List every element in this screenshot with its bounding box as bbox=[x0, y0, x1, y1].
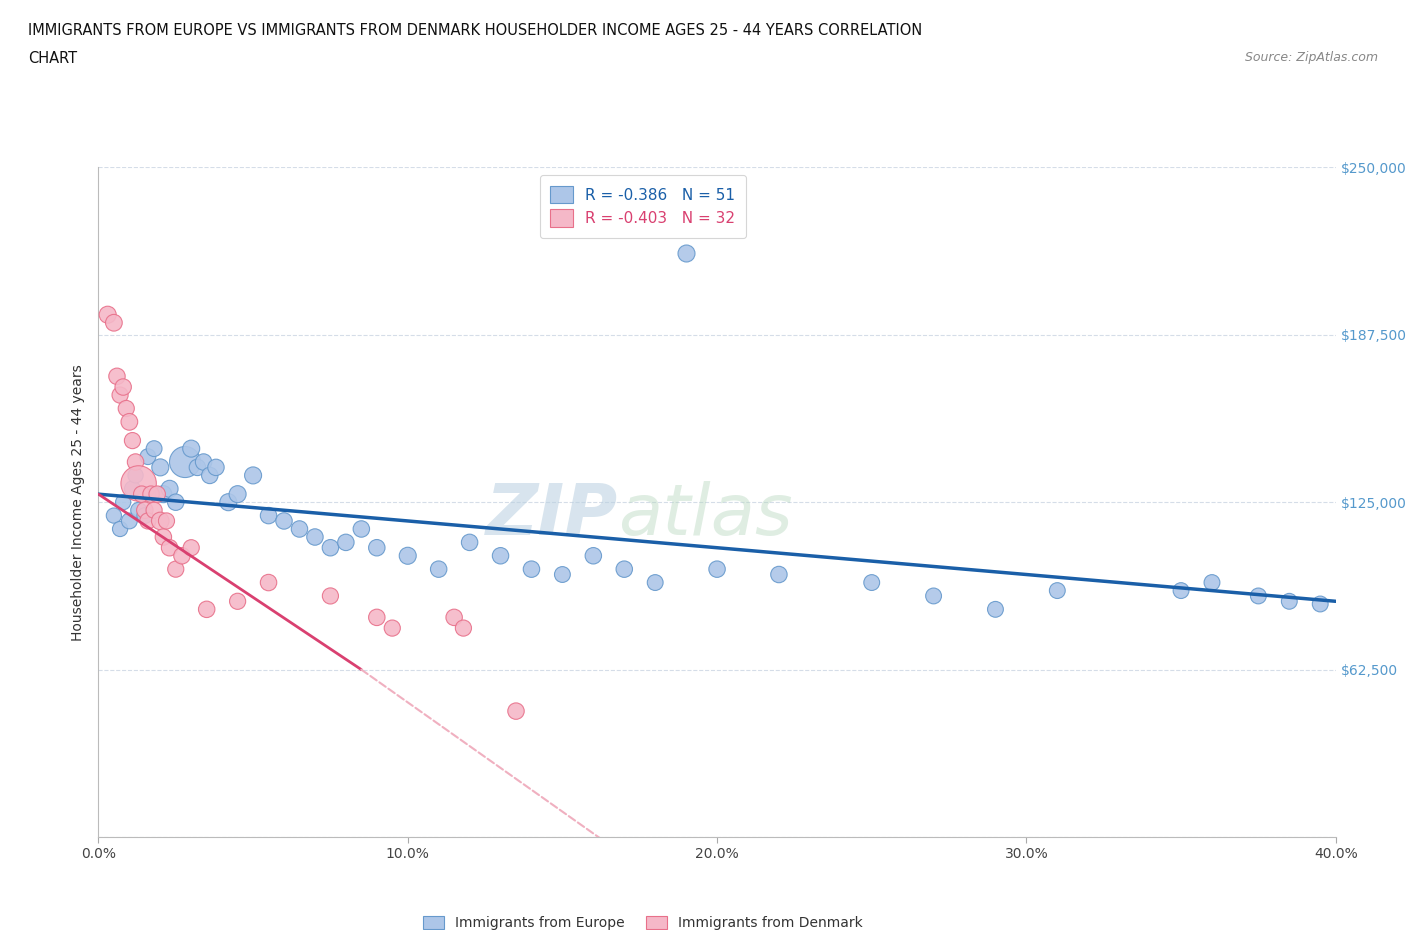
Point bbox=[165, 495, 187, 510]
Point bbox=[159, 540, 181, 555]
Point bbox=[149, 513, 172, 528]
Point bbox=[226, 594, 249, 609]
Point bbox=[505, 704, 527, 719]
Point bbox=[105, 369, 128, 384]
Point bbox=[217, 495, 239, 510]
Point bbox=[242, 468, 264, 483]
Point bbox=[124, 468, 146, 483]
Point bbox=[257, 575, 280, 590]
Point bbox=[288, 522, 311, 537]
Text: ZIP: ZIP bbox=[486, 481, 619, 550]
Point bbox=[112, 379, 135, 394]
Point bbox=[165, 562, 187, 577]
Text: atlas: atlas bbox=[619, 481, 793, 550]
Point bbox=[108, 522, 131, 537]
Point bbox=[136, 449, 159, 464]
Point bbox=[226, 486, 249, 501]
Point bbox=[115, 401, 138, 416]
Point bbox=[582, 549, 605, 564]
Point bbox=[198, 468, 221, 483]
Point bbox=[180, 540, 202, 555]
Point bbox=[1247, 589, 1270, 604]
Point bbox=[170, 549, 193, 564]
Point bbox=[134, 508, 156, 523]
Point bbox=[118, 415, 141, 430]
Point bbox=[174, 455, 197, 470]
Point bbox=[124, 455, 146, 470]
Point bbox=[143, 503, 166, 518]
Point bbox=[350, 522, 373, 537]
Point bbox=[180, 441, 202, 456]
Point bbox=[195, 602, 218, 617]
Point bbox=[149, 460, 172, 475]
Point bbox=[489, 549, 512, 564]
Point bbox=[121, 433, 143, 448]
Point bbox=[273, 513, 295, 528]
Point bbox=[108, 388, 131, 403]
Point bbox=[205, 460, 228, 475]
Point bbox=[193, 455, 215, 470]
Point bbox=[675, 246, 697, 260]
Point bbox=[103, 315, 125, 330]
Point bbox=[155, 513, 177, 528]
Point bbox=[1170, 583, 1192, 598]
Point bbox=[396, 549, 419, 564]
Point bbox=[443, 610, 465, 625]
Point bbox=[644, 575, 666, 590]
Point bbox=[103, 508, 125, 523]
Point bbox=[152, 486, 174, 501]
Text: Source: ZipAtlas.com: Source: ZipAtlas.com bbox=[1244, 51, 1378, 64]
Point bbox=[366, 610, 388, 625]
Point bbox=[121, 482, 143, 497]
Point bbox=[97, 307, 120, 322]
Point bbox=[427, 562, 450, 577]
Point bbox=[186, 460, 208, 475]
Point bbox=[118, 513, 141, 528]
Text: IMMIGRANTS FROM EUROPE VS IMMIGRANTS FROM DENMARK HOUSEHOLDER INCOME AGES 25 - 4: IMMIGRANTS FROM EUROPE VS IMMIGRANTS FRO… bbox=[28, 23, 922, 38]
Point bbox=[319, 589, 342, 604]
Point bbox=[613, 562, 636, 577]
Point bbox=[143, 441, 166, 456]
Y-axis label: Householder Income Ages 25 - 44 years: Householder Income Ages 25 - 44 years bbox=[72, 364, 86, 641]
Point bbox=[112, 495, 135, 510]
Text: CHART: CHART bbox=[28, 51, 77, 66]
Point bbox=[335, 535, 357, 550]
Point bbox=[366, 540, 388, 555]
Point bbox=[458, 535, 481, 550]
Point bbox=[1278, 594, 1301, 609]
Point bbox=[128, 476, 150, 491]
Point bbox=[136, 513, 159, 528]
Point bbox=[257, 508, 280, 523]
Point bbox=[520, 562, 543, 577]
Point bbox=[134, 503, 156, 518]
Point bbox=[706, 562, 728, 577]
Point bbox=[319, 540, 342, 555]
Point bbox=[768, 567, 790, 582]
Point bbox=[1309, 596, 1331, 611]
Point bbox=[860, 575, 883, 590]
Point bbox=[1201, 575, 1223, 590]
Point bbox=[304, 529, 326, 544]
Point bbox=[1046, 583, 1069, 598]
Point bbox=[551, 567, 574, 582]
Point bbox=[453, 620, 475, 635]
Point bbox=[146, 486, 169, 501]
Point bbox=[159, 482, 181, 497]
Point bbox=[381, 620, 404, 635]
Point bbox=[139, 486, 162, 501]
Point bbox=[984, 602, 1007, 617]
Point bbox=[152, 529, 174, 544]
Point bbox=[128, 503, 150, 518]
Point bbox=[922, 589, 945, 604]
Legend: Immigrants from Europe, Immigrants from Denmark: Immigrants from Europe, Immigrants from … bbox=[418, 910, 868, 930]
Point bbox=[131, 486, 153, 501]
